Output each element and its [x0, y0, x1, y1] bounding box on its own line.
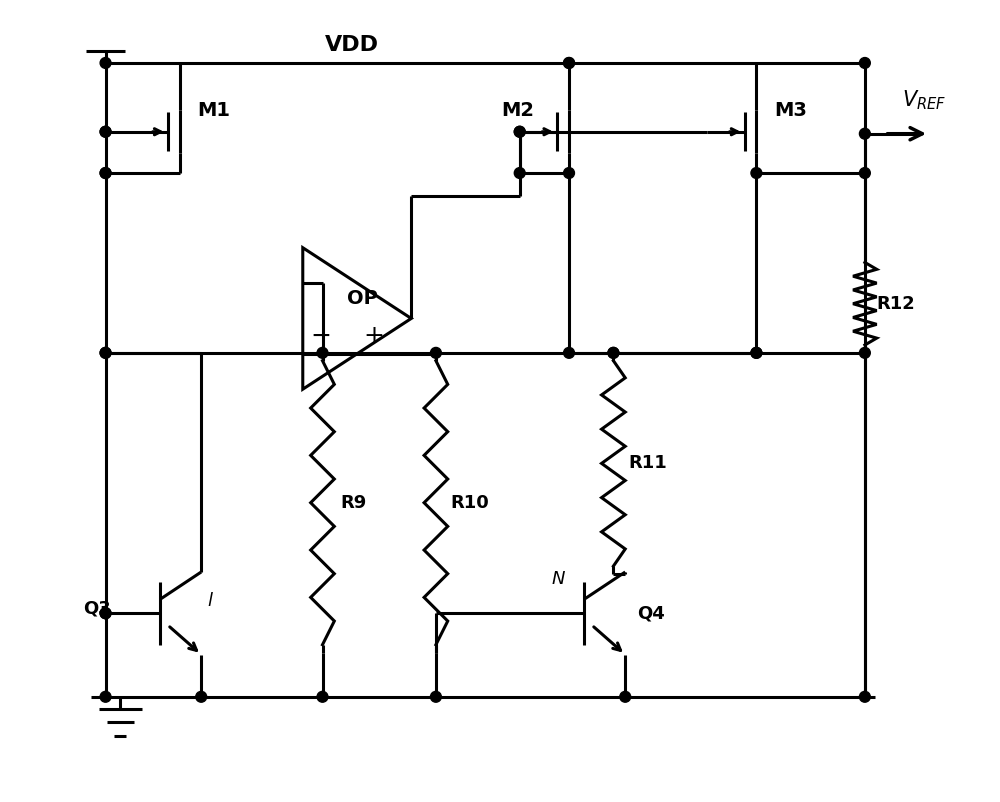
Circle shape: [430, 691, 441, 703]
Circle shape: [620, 691, 631, 703]
Text: R11: R11: [628, 455, 667, 472]
Text: +: +: [363, 324, 384, 348]
Circle shape: [196, 691, 207, 703]
Text: −: −: [310, 324, 331, 348]
Circle shape: [564, 168, 574, 178]
Text: $l$: $l$: [207, 593, 214, 610]
Text: M2: M2: [502, 100, 535, 119]
Circle shape: [100, 168, 111, 178]
Circle shape: [859, 691, 870, 703]
Text: Q3: Q3: [83, 599, 110, 618]
Circle shape: [100, 347, 111, 358]
Circle shape: [100, 347, 111, 358]
Text: OP: OP: [347, 290, 377, 308]
Circle shape: [859, 58, 870, 68]
Text: M1: M1: [197, 100, 230, 119]
Circle shape: [317, 347, 328, 358]
Circle shape: [859, 347, 870, 358]
Circle shape: [514, 127, 525, 137]
Circle shape: [608, 347, 619, 358]
Circle shape: [859, 168, 870, 178]
Circle shape: [100, 58, 111, 68]
Circle shape: [751, 347, 762, 358]
Circle shape: [564, 347, 574, 358]
Circle shape: [100, 127, 111, 137]
Text: R9: R9: [340, 494, 367, 512]
Circle shape: [514, 127, 525, 137]
Circle shape: [100, 608, 111, 618]
Circle shape: [430, 347, 441, 358]
Circle shape: [608, 347, 619, 358]
Circle shape: [751, 347, 762, 358]
Circle shape: [751, 168, 762, 178]
Circle shape: [100, 127, 111, 137]
Text: VDD: VDD: [325, 35, 379, 55]
Text: R10: R10: [451, 494, 489, 512]
Circle shape: [317, 691, 328, 703]
Circle shape: [859, 128, 870, 139]
Text: $N$: $N$: [551, 570, 566, 588]
Circle shape: [100, 691, 111, 703]
Text: M3: M3: [774, 100, 807, 119]
Circle shape: [514, 168, 525, 178]
Text: Q4: Q4: [637, 604, 665, 622]
Circle shape: [100, 168, 111, 178]
Text: R12: R12: [877, 294, 915, 313]
Circle shape: [564, 58, 574, 68]
Text: $V_{REF}$: $V_{REF}$: [902, 88, 946, 112]
Circle shape: [564, 58, 574, 68]
Circle shape: [100, 608, 111, 618]
